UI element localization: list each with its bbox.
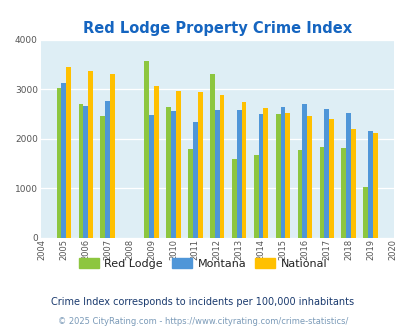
Legend: Red Lodge, Montana, National: Red Lodge, Montana, National — [74, 254, 331, 273]
Bar — [362, 187, 367, 238]
Bar — [149, 115, 153, 238]
Bar — [280, 108, 285, 238]
Bar — [219, 95, 224, 238]
Bar — [153, 86, 158, 238]
Bar — [192, 122, 197, 238]
Bar — [350, 129, 355, 238]
Bar — [275, 115, 280, 238]
Bar — [166, 107, 171, 238]
Bar — [105, 102, 110, 238]
Bar — [367, 131, 372, 238]
Bar — [236, 110, 241, 238]
Bar — [188, 149, 192, 238]
Bar — [345, 114, 350, 238]
Bar — [66, 67, 71, 238]
Bar — [78, 104, 83, 238]
Bar — [57, 88, 61, 238]
Bar — [297, 150, 302, 238]
Bar — [214, 110, 219, 238]
Bar — [328, 119, 333, 238]
Bar — [175, 91, 180, 238]
Bar — [61, 83, 66, 238]
Bar — [263, 108, 268, 238]
Bar — [100, 116, 105, 238]
Bar — [372, 133, 377, 238]
Bar — [241, 102, 246, 238]
Bar — [171, 111, 175, 238]
Bar — [110, 74, 115, 238]
Bar — [258, 115, 263, 238]
Bar — [88, 71, 93, 238]
Bar — [319, 147, 324, 238]
Bar — [324, 109, 328, 238]
Bar — [307, 116, 311, 238]
Bar — [83, 106, 88, 238]
Title: Red Lodge Property Crime Index: Red Lodge Property Crime Index — [83, 21, 351, 36]
Bar — [285, 114, 290, 238]
Bar — [253, 155, 258, 238]
Bar — [144, 61, 149, 238]
Text: © 2025 CityRating.com - https://www.cityrating.com/crime-statistics/: © 2025 CityRating.com - https://www.city… — [58, 317, 347, 326]
Bar — [209, 74, 214, 238]
Text: Crime Index corresponds to incidents per 100,000 inhabitants: Crime Index corresponds to incidents per… — [51, 297, 354, 307]
Bar — [197, 92, 202, 238]
Bar — [302, 104, 307, 238]
Bar — [341, 148, 345, 238]
Bar — [231, 159, 236, 238]
